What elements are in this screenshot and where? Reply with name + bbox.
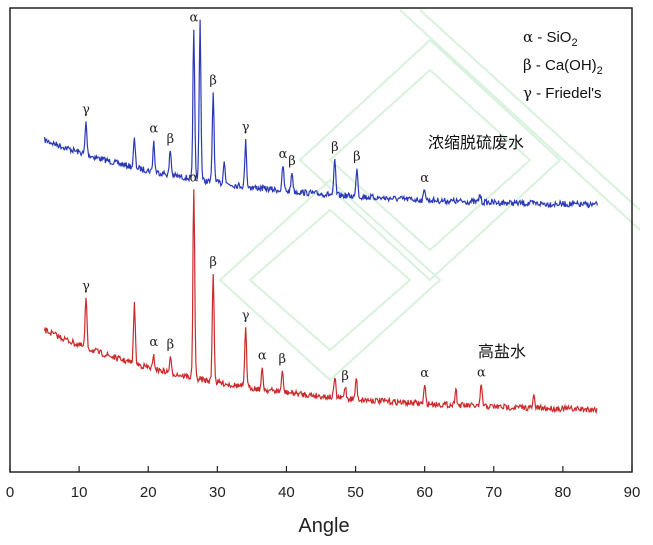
peak-label-0-9: α xyxy=(279,147,288,162)
legend-entry-2: γ - Friedel's xyxy=(523,84,602,102)
peak-label-1-5: β xyxy=(209,255,217,270)
peak-label-0-8: γ xyxy=(242,120,250,135)
peak-label-1-4: α xyxy=(189,170,198,185)
peak-label-1-10: β xyxy=(341,369,349,384)
x-tick-label-40: 40 xyxy=(278,484,295,501)
peak-label-0-11: β xyxy=(331,140,339,155)
x-tick-label-50: 50 xyxy=(347,484,364,501)
peak-label-1-8: β xyxy=(279,352,287,367)
legend-entry-1: β - Ca(OH)2 xyxy=(523,56,603,77)
peak-label-0-0: γ xyxy=(82,102,90,117)
peak-label-0-6: β xyxy=(209,73,217,88)
peak-label-1-7: α xyxy=(258,349,267,364)
peak-label-0-3: β xyxy=(167,132,175,147)
peak-label-1-3: β xyxy=(167,337,175,352)
peak-label-0-4: α xyxy=(189,11,198,26)
x-tick-label-70: 70 xyxy=(485,484,502,501)
x-tick-label-0: 0 xyxy=(6,484,14,501)
x-axis-ticks xyxy=(9,466,633,472)
peak-label-1-6: γ xyxy=(242,308,250,323)
legend-entry-0: α - SiO2 xyxy=(523,28,578,49)
watermark xyxy=(218,9,641,382)
peak-label-0-10: β xyxy=(288,154,296,169)
peak-label-1-12: α xyxy=(420,366,429,381)
x-tick-label-10: 10 xyxy=(71,484,88,501)
series-line-0 xyxy=(44,19,598,209)
x-tick-label-80: 80 xyxy=(555,484,572,501)
series-name-0: 浓缩脱硫废水 xyxy=(428,133,524,152)
x-axis-title: Angle xyxy=(298,515,349,537)
x-tick-label-30: 30 xyxy=(209,484,226,501)
x-tick-label-20: 20 xyxy=(140,484,157,501)
peak-label-0-2: α xyxy=(149,122,158,137)
plot-frame xyxy=(9,7,633,473)
series-layer xyxy=(44,19,598,415)
peak-label-1-14: α xyxy=(477,366,486,381)
peak-label-0-13: α xyxy=(420,171,429,186)
series-name-1: 高盐水 xyxy=(478,342,526,361)
x-axis-tick-labels: 0 10 20 30 40 50 60 70 80 90 xyxy=(6,484,641,501)
peak-label-0-12: β xyxy=(353,150,361,165)
x-tick-label-90: 90 xyxy=(624,484,641,501)
series-line-1 xyxy=(44,189,598,415)
x-tick-label-60: 60 xyxy=(416,484,433,501)
peak-label-1-2: α xyxy=(149,335,158,350)
legend: α - SiO2 β - Ca(OH)2 γ - Friedel's xyxy=(523,28,603,102)
peak-label-1-0: γ xyxy=(82,279,90,294)
